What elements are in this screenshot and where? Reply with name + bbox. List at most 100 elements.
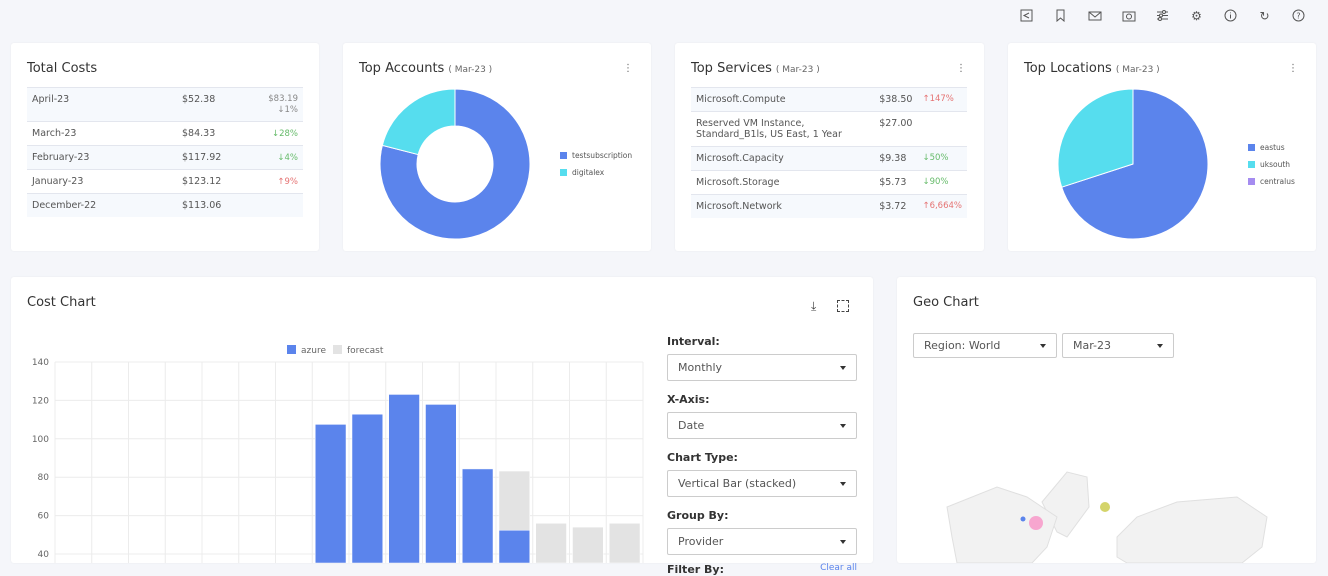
bar-forecast[interactable] xyxy=(572,526,604,563)
refresh-icon[interactable]: ↻ xyxy=(1259,8,1270,23)
change-cell: ↑9% xyxy=(277,177,298,187)
more-options-icon[interactable]: ⋮ xyxy=(623,63,633,74)
top-services-card: Top Services( Mar-23 ) ⋮ Microsoft.Compu… xyxy=(675,43,984,251)
service-cell: Microsoft.Capacity xyxy=(691,146,875,171)
change-cell: ↓1% xyxy=(277,105,298,115)
change-cell: ↑6,664% xyxy=(917,194,967,218)
map-marker-centralus xyxy=(1020,516,1026,522)
clear-all-link[interactable]: Clear all xyxy=(820,563,857,573)
table-row: February-23 $117.92 ↓4% xyxy=(27,145,303,170)
more-options-icon[interactable]: ⋮ xyxy=(956,63,966,74)
legend-swatch xyxy=(560,152,567,159)
slice-uksouth[interactable] xyxy=(1058,89,1134,188)
cost-cell: $9.38 xyxy=(874,146,918,171)
xaxis-value: Date xyxy=(678,419,705,432)
caret-down-icon xyxy=(840,481,846,486)
info-icon[interactable] xyxy=(1223,8,1238,23)
period-select[interactable]: Mar-23 xyxy=(1062,333,1174,358)
bar-forecast[interactable] xyxy=(535,523,567,563)
forecast-cell: $83.19 xyxy=(268,94,298,104)
chart-type-select[interactable]: Vertical Bar (stacked) xyxy=(667,470,857,497)
camera-icon[interactable] xyxy=(1121,8,1136,23)
caret-down-icon xyxy=(1157,343,1163,348)
slice-eastus[interactable] xyxy=(1061,89,1208,239)
service-cell: Reserved VM Instance, Standard_B1ls, US … xyxy=(691,111,875,147)
world-map xyxy=(946,471,1268,563)
bar-forecast[interactable] xyxy=(498,470,530,531)
legend-label: centralus xyxy=(1260,177,1295,186)
chart-filters: Interval: Monthly X-Axis: Date Chart Typ… xyxy=(667,323,857,576)
table-row: Microsoft.Capacity $9.38 ↓50% xyxy=(691,146,967,171)
month-cell: February-23 xyxy=(27,145,177,170)
interval-label: Interval: xyxy=(667,335,720,348)
svg-text:?: ? xyxy=(1296,12,1300,21)
bar-azure[interactable] xyxy=(315,424,347,563)
region-select[interactable]: Region: World xyxy=(913,333,1057,358)
interval-value: Monthly xyxy=(678,361,723,374)
period-value: Mar-23 xyxy=(1073,339,1112,352)
share-icon[interactable] xyxy=(1019,8,1034,23)
top-accounts-title: Top Accounts xyxy=(359,61,445,76)
top-services-title: Top Services xyxy=(691,61,772,76)
legend-item[interactable]: uksouth xyxy=(1248,160,1295,169)
legend-swatch xyxy=(560,169,567,176)
change-cell: ↑147% xyxy=(917,87,967,112)
bar-azure[interactable] xyxy=(462,468,494,563)
locations-pie-chart xyxy=(1058,89,1208,239)
gear-icon[interactable]: ⚙ xyxy=(1191,8,1202,23)
legend-item[interactable]: testsubscription xyxy=(560,151,632,160)
caret-down-icon xyxy=(840,539,846,544)
caret-down-icon xyxy=(840,423,846,428)
fullscreen-icon[interactable] xyxy=(837,300,849,312)
legend-swatch xyxy=(1248,161,1255,168)
top-locations-title: Top Locations xyxy=(1024,61,1112,76)
y-tick-label: 60 xyxy=(38,512,50,522)
caret-down-icon xyxy=(1040,343,1046,348)
interval-select[interactable]: Monthly xyxy=(667,354,857,381)
legend-label: uksouth xyxy=(1260,160,1291,169)
caret-down-icon xyxy=(840,365,846,370)
bar-azure[interactable] xyxy=(351,413,383,563)
help-icon[interactable]: ? xyxy=(1291,8,1306,23)
legend-label: forecast xyxy=(347,346,384,356)
month-cell: April-23 xyxy=(27,87,177,122)
group-by-select[interactable]: Provider xyxy=(667,528,857,555)
cost-cell: $52.38 xyxy=(177,87,263,122)
legend-swatch xyxy=(1248,144,1255,151)
change-cell: ↓4% xyxy=(277,153,298,163)
table-row: Microsoft.Storage $5.73 ↓90% xyxy=(691,170,967,195)
legend-item[interactable]: digitalex xyxy=(560,168,632,177)
accounts-legend: testsubscription digitalex xyxy=(560,151,632,185)
top-services-table: Microsoft.Compute $38.50 ↑147% Reserved VM … xyxy=(691,87,967,218)
change-cell: ↓28% xyxy=(271,129,298,139)
mail-icon[interactable] xyxy=(1087,8,1102,23)
bar-azure[interactable] xyxy=(388,394,420,563)
cost-cell: $38.50 xyxy=(874,87,918,112)
bookmark-icon[interactable] xyxy=(1053,8,1068,23)
y-tick-label: 80 xyxy=(38,473,50,483)
y-tick-label: 120 xyxy=(32,396,49,406)
cost-cell: $3.72 xyxy=(874,194,918,218)
more-options-icon[interactable]: ⋮ xyxy=(1288,63,1298,74)
bar-azure[interactable] xyxy=(425,404,457,563)
total-costs-table: April-23 $52.38 $83.19 ↓1% March-23 $84.33 ↓28… xyxy=(27,87,303,217)
legend-item[interactable]: eastus xyxy=(1248,143,1295,152)
bar-forecast[interactable] xyxy=(609,523,641,563)
map-eurasia xyxy=(1116,496,1268,563)
service-cell: Microsoft.Compute xyxy=(691,87,875,112)
map-marker-eastus xyxy=(1029,516,1043,530)
slice-digitalex[interactable] xyxy=(381,89,456,156)
xaxis-select[interactable]: Date xyxy=(667,412,857,439)
total-costs-card: Total Costs April-23 $52.38 $83.19 ↓1% March… xyxy=(11,43,319,251)
bar-azure[interactable] xyxy=(498,529,530,563)
region-value: Region: World xyxy=(924,339,1001,352)
legend-item[interactable]: centralus xyxy=(1248,177,1295,186)
download-icon[interactable]: ⤓ xyxy=(811,299,817,313)
sliders-icon[interactable] xyxy=(1155,8,1170,23)
slice-testsubscription[interactable] xyxy=(380,89,530,239)
chart-type-label: Chart Type: xyxy=(667,451,738,464)
cost-cell: $123.12 xyxy=(177,169,263,194)
change-cell xyxy=(917,111,967,147)
cost-cell: $5.73 xyxy=(874,170,918,195)
total-costs-title: Total Costs xyxy=(27,61,98,76)
